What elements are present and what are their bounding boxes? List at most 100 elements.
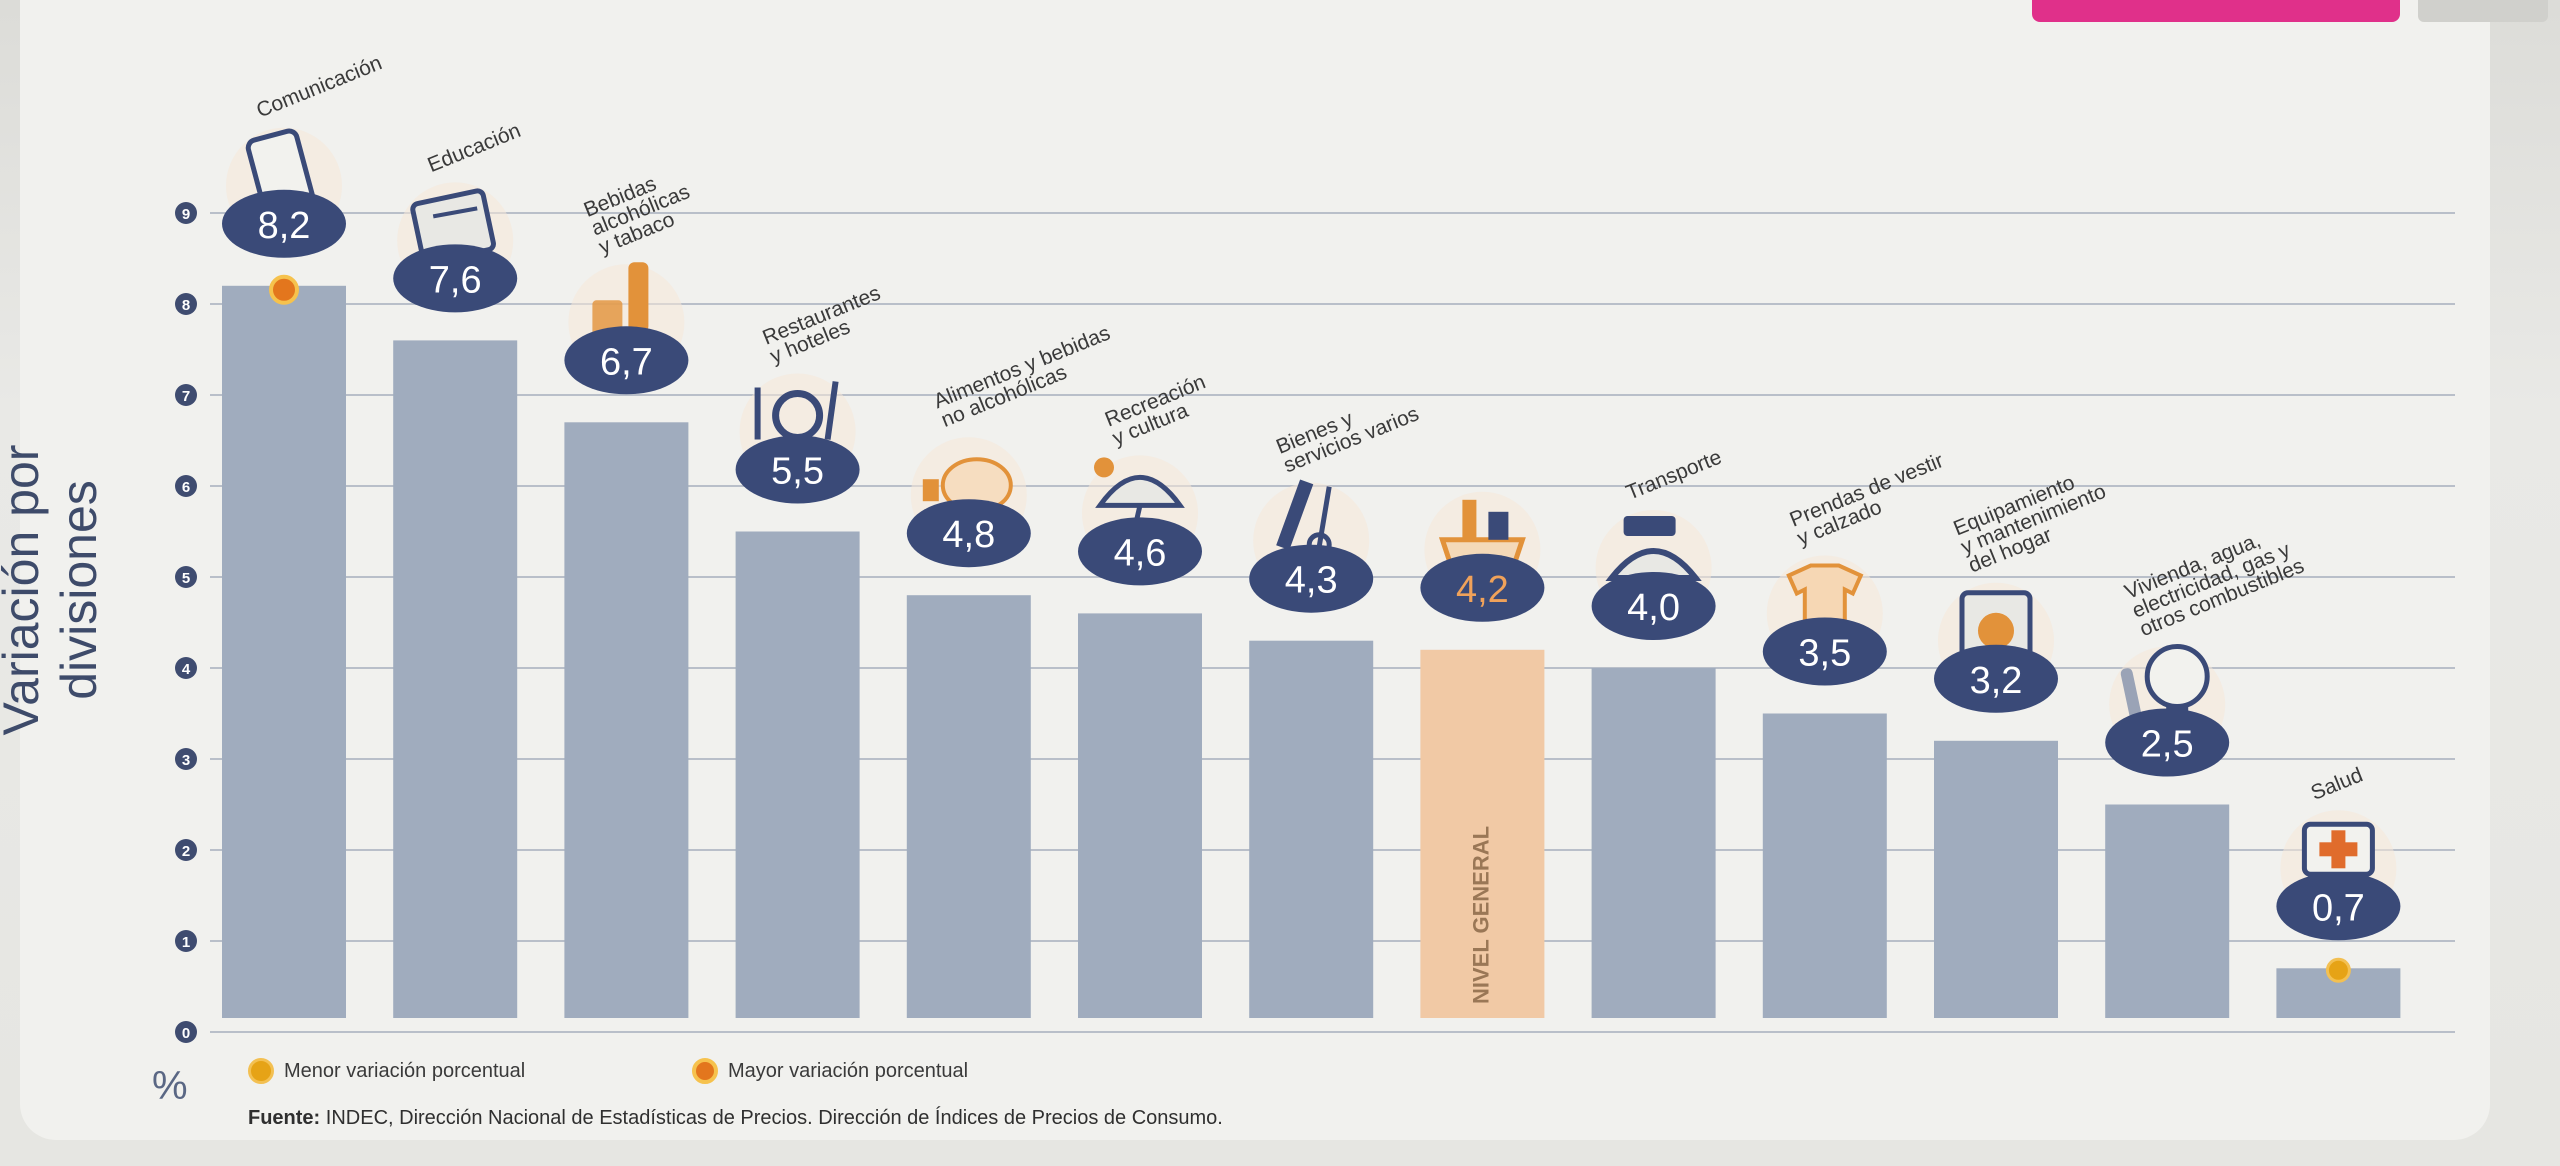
bus-icon: [1605, 516, 1702, 581]
max-marker-icon: [692, 1058, 718, 1084]
top-grey-button[interactable]: [2418, 0, 2548, 22]
bar-inner-label: NIVEL GENERAL: [1468, 826, 1493, 1004]
value-label: 0,7: [2312, 887, 2365, 929]
y-tick-dot: [175, 293, 197, 315]
y-tick-label: 9: [182, 206, 190, 223]
category-label: Alimentos y bebidasno alcohólicas: [931, 322, 1121, 432]
bar-group: 5,5 Restaurantesy hoteles: [735, 281, 891, 1018]
bar-group: 7,6 Educación: [393, 119, 524, 1018]
bar: [1762, 713, 1887, 1018]
bar-group: 4,3 Bienes yservicios varios: [1249, 402, 1422, 1018]
value-label: 6,7: [600, 341, 653, 383]
min-marker-icon: [248, 1058, 274, 1084]
bar-group: 4,6 Recreacióny cultura: [1078, 370, 1217, 1018]
bar: [1934, 740, 2058, 1018]
value-badge: [2276, 872, 2401, 941]
shirt-icon: [1786, 563, 1864, 632]
category-label: Comunicación: [253, 51, 385, 122]
legend-min: Menor variación porcentual: [248, 1058, 525, 1084]
y-tick-label: 6: [182, 479, 190, 496]
y-tick-label: 4: [182, 661, 191, 678]
value-label: 5,5: [771, 451, 824, 493]
bar: [1591, 668, 1716, 1018]
value-label: 8,2: [258, 205, 311, 247]
legend-max-label: Mayor variación porcentual: [728, 1059, 969, 1082]
bar: [2105, 804, 2230, 1018]
legend-max: Mayor variación porcentual: [692, 1058, 968, 1084]
value-badge: [1249, 544, 1374, 613]
value-badge: [2105, 708, 2230, 777]
y-tick-label: 7: [182, 388, 190, 405]
source-note: Fuente: INDEC, Dirección Nacional de Est…: [248, 1107, 1223, 1130]
y-tick-dot: [175, 1021, 197, 1043]
value-label: 2,5: [2141, 724, 2194, 766]
value-badge: [222, 189, 346, 258]
category-label: Vivienda, agua,electricidad, gas yotros …: [2121, 517, 2307, 641]
value-badge: [393, 244, 518, 313]
bar-group: 2,5 Vivienda, agua,electricidad, gas yotr…: [2105, 517, 2307, 1018]
y-tick-label: 1: [182, 934, 190, 951]
bar: [222, 285, 346, 1018]
value-badge: [1762, 617, 1887, 686]
bar-group: 0,7 Salud: [2276, 763, 2401, 1018]
value-badge: [564, 326, 689, 395]
y-tick-dot: [175, 839, 197, 861]
y-tick-dot: [175, 202, 197, 224]
value-badge: [1591, 572, 1716, 640]
category-label: Recreacióny cultura: [1102, 370, 1217, 450]
y-tick-label: 3: [182, 752, 190, 769]
value-badge: [1934, 644, 2058, 713]
y-tick-dot: [175, 748, 197, 770]
source-text: INDEC, Dirección Nacional de Estadística…: [325, 1107, 1223, 1129]
notebook-icon: [410, 188, 496, 265]
bar: [906, 595, 1031, 1018]
y-tick-dot: [175, 384, 197, 406]
value-badge: [735, 435, 860, 504]
unit-label: %: [152, 1064, 188, 1108]
category-label: Salud: [2308, 763, 2366, 804]
min-marker-icon: [2325, 957, 2351, 983]
y-tick-label: 8: [182, 297, 190, 314]
bar-group: 3,5 Prendas de vestiry calzado: [1762, 449, 1947, 1018]
y-tick-dot: [175, 657, 197, 679]
y-tick-label: 5: [182, 570, 190, 587]
value-label: 4,2: [1456, 569, 1509, 611]
y-tick-label: 2: [182, 843, 190, 860]
value-badge: [906, 499, 1031, 568]
bar: [1420, 649, 1545, 1018]
category-label: Equipamientoy mantenimientodel hogar: [1950, 461, 2116, 577]
source-label: Fuente:: [248, 1107, 321, 1129]
value-label: 3,5: [1798, 633, 1851, 675]
value-label: 4,3: [1285, 560, 1338, 602]
y-tick-dot: [175, 475, 197, 497]
max-marker-icon: [269, 274, 299, 305]
bar-group: 8,2 Comunicación: [222, 51, 385, 1018]
category-label: Transporte: [1623, 446, 1725, 505]
value-label: 7,6: [429, 259, 482, 301]
bar: [1078, 613, 1202, 1018]
top-pink-button[interactable]: [2032, 0, 2400, 22]
bar: [735, 531, 860, 1018]
medkit-icon: [2301, 821, 2375, 877]
value-label: 4,6: [1114, 532, 1167, 574]
bar-group: NIVEL GENERAL 4,2: [1420, 491, 1545, 1018]
y-tick-dot: [175, 566, 197, 588]
umbrella-icon: [1094, 457, 1185, 532]
value-badge: [1078, 517, 1202, 586]
bar-group: 4,0 Transporte: [1591, 446, 1725, 1018]
bulb-icon: [2120, 644, 2210, 724]
category-label: Bebidasalcohólicasy tabaco: [581, 162, 701, 259]
y-axis-label: Variación por divisiones: [0, 444, 107, 736]
category-label: Educación: [424, 119, 524, 177]
bar: [1249, 640, 1374, 1018]
category-label: Restaurantesy hoteles: [759, 281, 891, 368]
comb-icon: [1276, 479, 1332, 558]
value-badge: [1420, 553, 1545, 622]
bar: [393, 340, 518, 1018]
bar-group: 6,7 Bebidasalcohólicasy tabaco: [564, 162, 701, 1018]
value-label: 3,2: [1970, 660, 2023, 702]
y-tick-dot: [175, 930, 197, 952]
chicken-icon: [922, 457, 1013, 514]
legend-min-label: Menor variación porcentual: [284, 1059, 526, 1082]
